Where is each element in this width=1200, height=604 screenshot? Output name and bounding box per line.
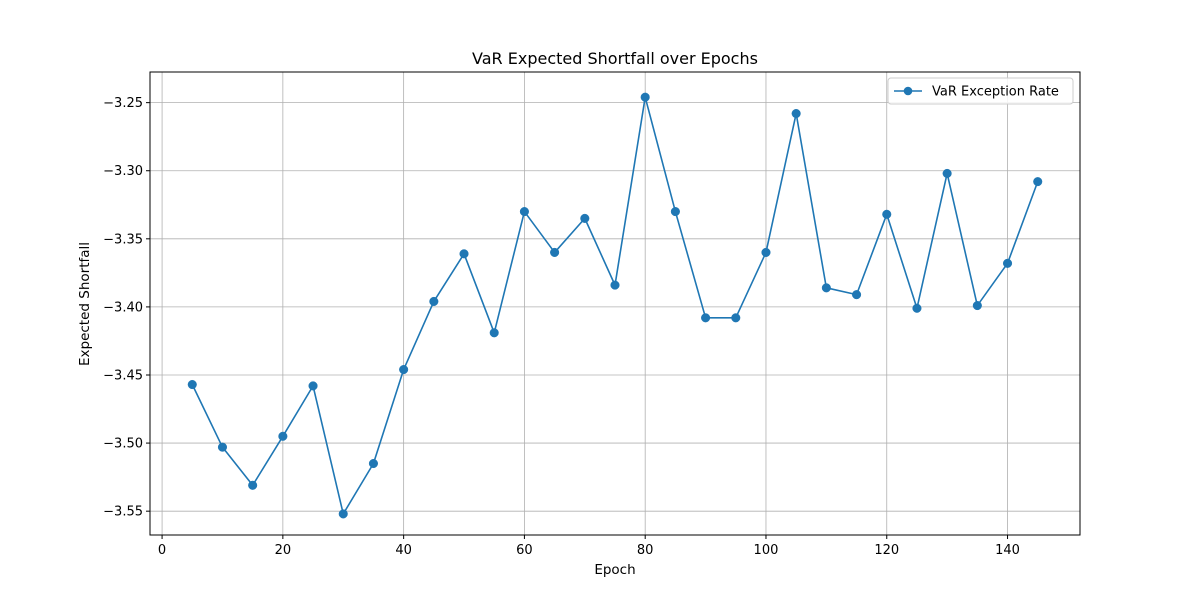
- y-tick-label: −3.45: [103, 368, 143, 383]
- data-point: [217, 442, 228, 452]
- data-point: [308, 381, 318, 391]
- legend-label: VaR Exception Rate: [932, 85, 1059, 100]
- y-tick-label: −3.40: [103, 300, 143, 315]
- data-point: [187, 379, 197, 390]
- y-tick-label: −3.35: [103, 232, 143, 247]
- data-point: [761, 247, 771, 257]
- data-point: [1033, 177, 1043, 187]
- data-point: [429, 296, 439, 307]
- data-point: [580, 213, 590, 223]
- x-tick-label: 80: [637, 543, 654, 558]
- x-axis-label: Epoch: [594, 562, 635, 578]
- data-point: [459, 249, 469, 259]
- x-tick-label: 60: [516, 543, 533, 558]
- x-tick-label: 120: [874, 543, 899, 558]
- data-point: [640, 92, 650, 102]
- x-tick-label: 40: [395, 543, 412, 558]
- plot-series: [187, 92, 1043, 519]
- data-point: [248, 480, 258, 490]
- legend-marker-swatch: [903, 86, 913, 96]
- data-point: [731, 313, 741, 323]
- data-point: [610, 280, 620, 290]
- y-axis-label: Expected Shortfall: [77, 242, 93, 366]
- data-point: [942, 168, 952, 179]
- y-tick-label: −3.25: [103, 96, 143, 111]
- data-point: [550, 247, 560, 257]
- data-point: [1002, 258, 1013, 268]
- y-tick-label: −3.50: [103, 437, 143, 452]
- data-point: [882, 209, 892, 219]
- data-point: [278, 431, 288, 441]
- legend-box: [887, 77, 1074, 105]
- x-tick-label: 20: [275, 543, 292, 558]
- y-tick-label: −3.55: [103, 505, 143, 520]
- legend: VaR Exception Rate: [887, 77, 1074, 105]
- data-point: [489, 328, 499, 338]
- axes-frame: [149, 71, 1081, 536]
- x-tick-label: 100: [754, 543, 779, 558]
- axis-ticks: 0 20 40 60 80 100 120 140 −3.55 −3.50 −3.45 −3.40 −3…: [103, 96, 1020, 558]
- y-tick-label: −3.30: [103, 164, 143, 179]
- chart-title: VaR Expected Shortfall over Epochs: [472, 49, 758, 68]
- data-point: [519, 207, 529, 217]
- data-point: [338, 509, 348, 519]
- data-point: [368, 458, 378, 469]
- x-tick-label: 0: [158, 543, 166, 558]
- data-point: [399, 364, 409, 375]
- data-point: [972, 300, 982, 311]
- data-point: [821, 283, 831, 293]
- data-point: [912, 303, 922, 313]
- x-tick-label: 140: [995, 543, 1020, 558]
- data-point: [701, 313, 711, 323]
- data-point: [791, 108, 801, 119]
- data-point: [852, 290, 862, 300]
- grid-lines: [150, 72, 1080, 535]
- data-point: [670, 207, 680, 217]
